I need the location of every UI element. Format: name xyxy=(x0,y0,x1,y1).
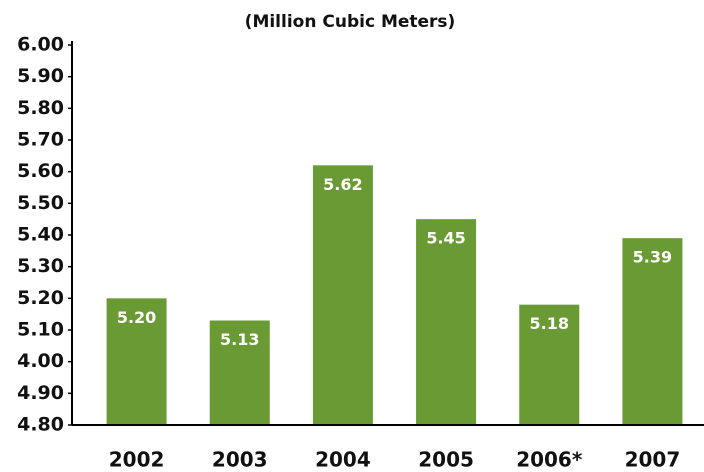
bar xyxy=(519,304,580,425)
bar xyxy=(416,219,477,425)
y-tick-label: 5.90 xyxy=(17,65,64,87)
x-tick-label: 2004 xyxy=(315,448,371,472)
bar xyxy=(106,298,167,425)
y-tick-label: 5.20 xyxy=(17,287,64,309)
chart-title: (Million Cubic Meters) xyxy=(245,12,456,32)
data-label: 5.45 xyxy=(426,229,465,248)
data-label: 5.13 xyxy=(220,330,259,349)
y-tick-label: 5.30 xyxy=(17,255,64,277)
y-tick-label: 5.10 xyxy=(17,319,64,341)
bar xyxy=(312,165,373,426)
bar xyxy=(209,320,270,425)
x-tick-label: 2005 xyxy=(418,448,474,472)
bar xyxy=(622,238,683,425)
x-tick-label: 2007 xyxy=(625,448,681,472)
y-tick-label: 4.00 xyxy=(17,350,64,372)
y-tick-label: 5.70 xyxy=(17,129,64,151)
data-label: 5.39 xyxy=(633,248,672,267)
data-label: 5.20 xyxy=(117,308,156,327)
y-tick-label: 5.40 xyxy=(17,224,64,246)
y-tick-label: 5.80 xyxy=(17,97,64,119)
y-tick-label: 5.60 xyxy=(17,160,64,182)
data-label: 5.62 xyxy=(323,175,362,194)
x-tick-label: 2006* xyxy=(516,448,583,472)
y-tick-label: 5.50 xyxy=(17,192,64,214)
y-tick-label: 6.00 xyxy=(17,34,64,56)
data-label: 5.18 xyxy=(530,314,569,333)
y-tick-label: 4.80 xyxy=(17,414,64,436)
x-tick-label: 2003 xyxy=(212,448,268,472)
x-tick-label: 2002 xyxy=(109,448,165,472)
y-tick-label: 4.90 xyxy=(17,382,64,404)
